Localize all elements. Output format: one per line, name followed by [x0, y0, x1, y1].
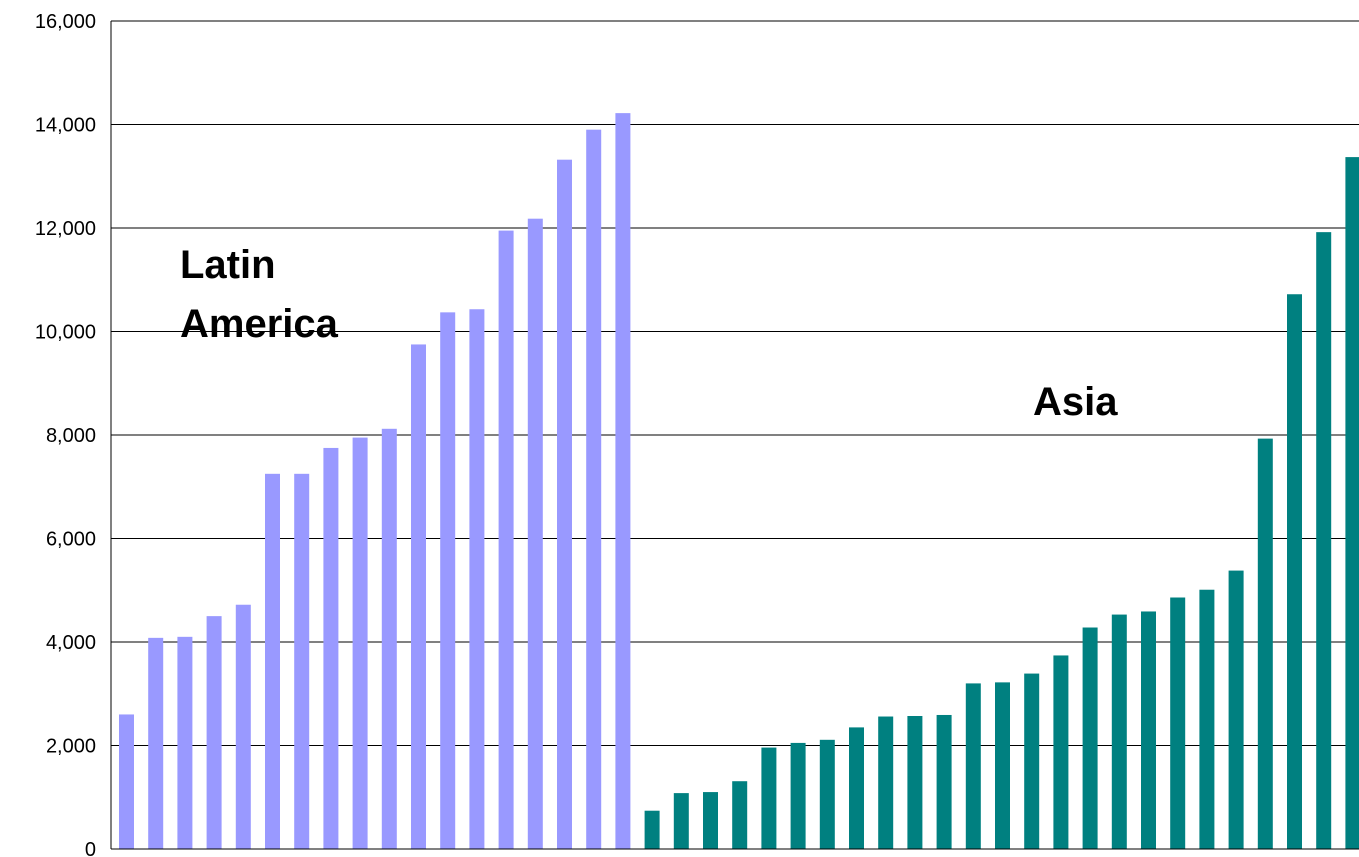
bar-asia-4 [732, 781, 748, 849]
bar-asia-9 [878, 716, 894, 849]
bars [119, 113, 1359, 850]
bar-asia-21 [1228, 570, 1244, 849]
bar-latin-america-3 [177, 636, 193, 849]
y-tick-label: 16,000 [35, 11, 96, 33]
y-tick-label: 2,000 [46, 736, 96, 758]
y-tick-label: 0 [85, 839, 96, 857]
bar-latin-america-14 [498, 230, 514, 850]
bar-asia-24 [1316, 232, 1332, 849]
bar-asia-7 [819, 739, 835, 849]
y-tick-label: 8,000 [46, 425, 96, 447]
bar-asia-2 [673, 793, 689, 849]
gridlines [111, 20, 1359, 746]
y-tick-label: 6,000 [46, 529, 96, 551]
bar-asia-19 [1170, 597, 1186, 849]
bar-asia-23 [1287, 294, 1302, 849]
y-axis-tick-labels: 0 2,000 4,000 6,000 8,000 10,000 12,000 14,000 1… [35, 11, 96, 857]
bar-latin-america-7 [294, 473, 310, 849]
bar-latin-america-12 [440, 312, 456, 850]
y-tick-label: 10,000 [35, 322, 96, 344]
bar-latin-america-11 [411, 344, 426, 849]
annotation-america: America [180, 302, 339, 346]
bar-latin-america-13 [469, 309, 485, 849]
bar-asia-12 [965, 683, 981, 849]
bar-asia-22 [1257, 438, 1273, 849]
bar-asia-13 [995, 682, 1010, 849]
bar-latin-america-16 [557, 159, 572, 849]
annotation-latin: Latin [180, 243, 276, 287]
bar-latin-america-8 [323, 447, 339, 849]
bar-asia-3 [703, 792, 718, 849]
bar-latin-america-6 [265, 473, 280, 849]
bar-asia-20 [1199, 589, 1215, 849]
bar-latin-america-10 [381, 428, 397, 849]
bar-asia-14 [1024, 673, 1040, 849]
bar-asia-1 [644, 810, 660, 849]
bar-asia-15 [1053, 655, 1069, 849]
bar-latin-america-18 [615, 113, 631, 850]
bar-asia-16 [1082, 627, 1098, 849]
bar-latin-america-2 [148, 637, 164, 849]
y-tick-label: 12,000 [35, 218, 96, 240]
bar-asia-11 [936, 714, 952, 849]
bar-latin-america-15 [527, 218, 543, 849]
bar-asia-8 [849, 727, 864, 849]
bar-asia-6 [790, 742, 806, 849]
bar-latin-america-9 [352, 437, 368, 849]
bar-latin-america-1 [119, 714, 134, 849]
bar-asia-17 [1111, 614, 1127, 849]
bar-latin-america-5 [235, 604, 251, 849]
annotation-asia: Asia [1033, 380, 1118, 424]
bar-asia-25 [1345, 157, 1359, 850]
y-tick-label: 14,000 [35, 115, 96, 137]
bar-asia-10 [907, 716, 923, 849]
y-tick-label: 4,000 [46, 632, 96, 654]
bar-latin-america-17 [586, 129, 602, 850]
bar-asia-5 [761, 747, 777, 849]
bar-asia-18 [1141, 611, 1156, 849]
bar-latin-america-4 [206, 616, 222, 850]
